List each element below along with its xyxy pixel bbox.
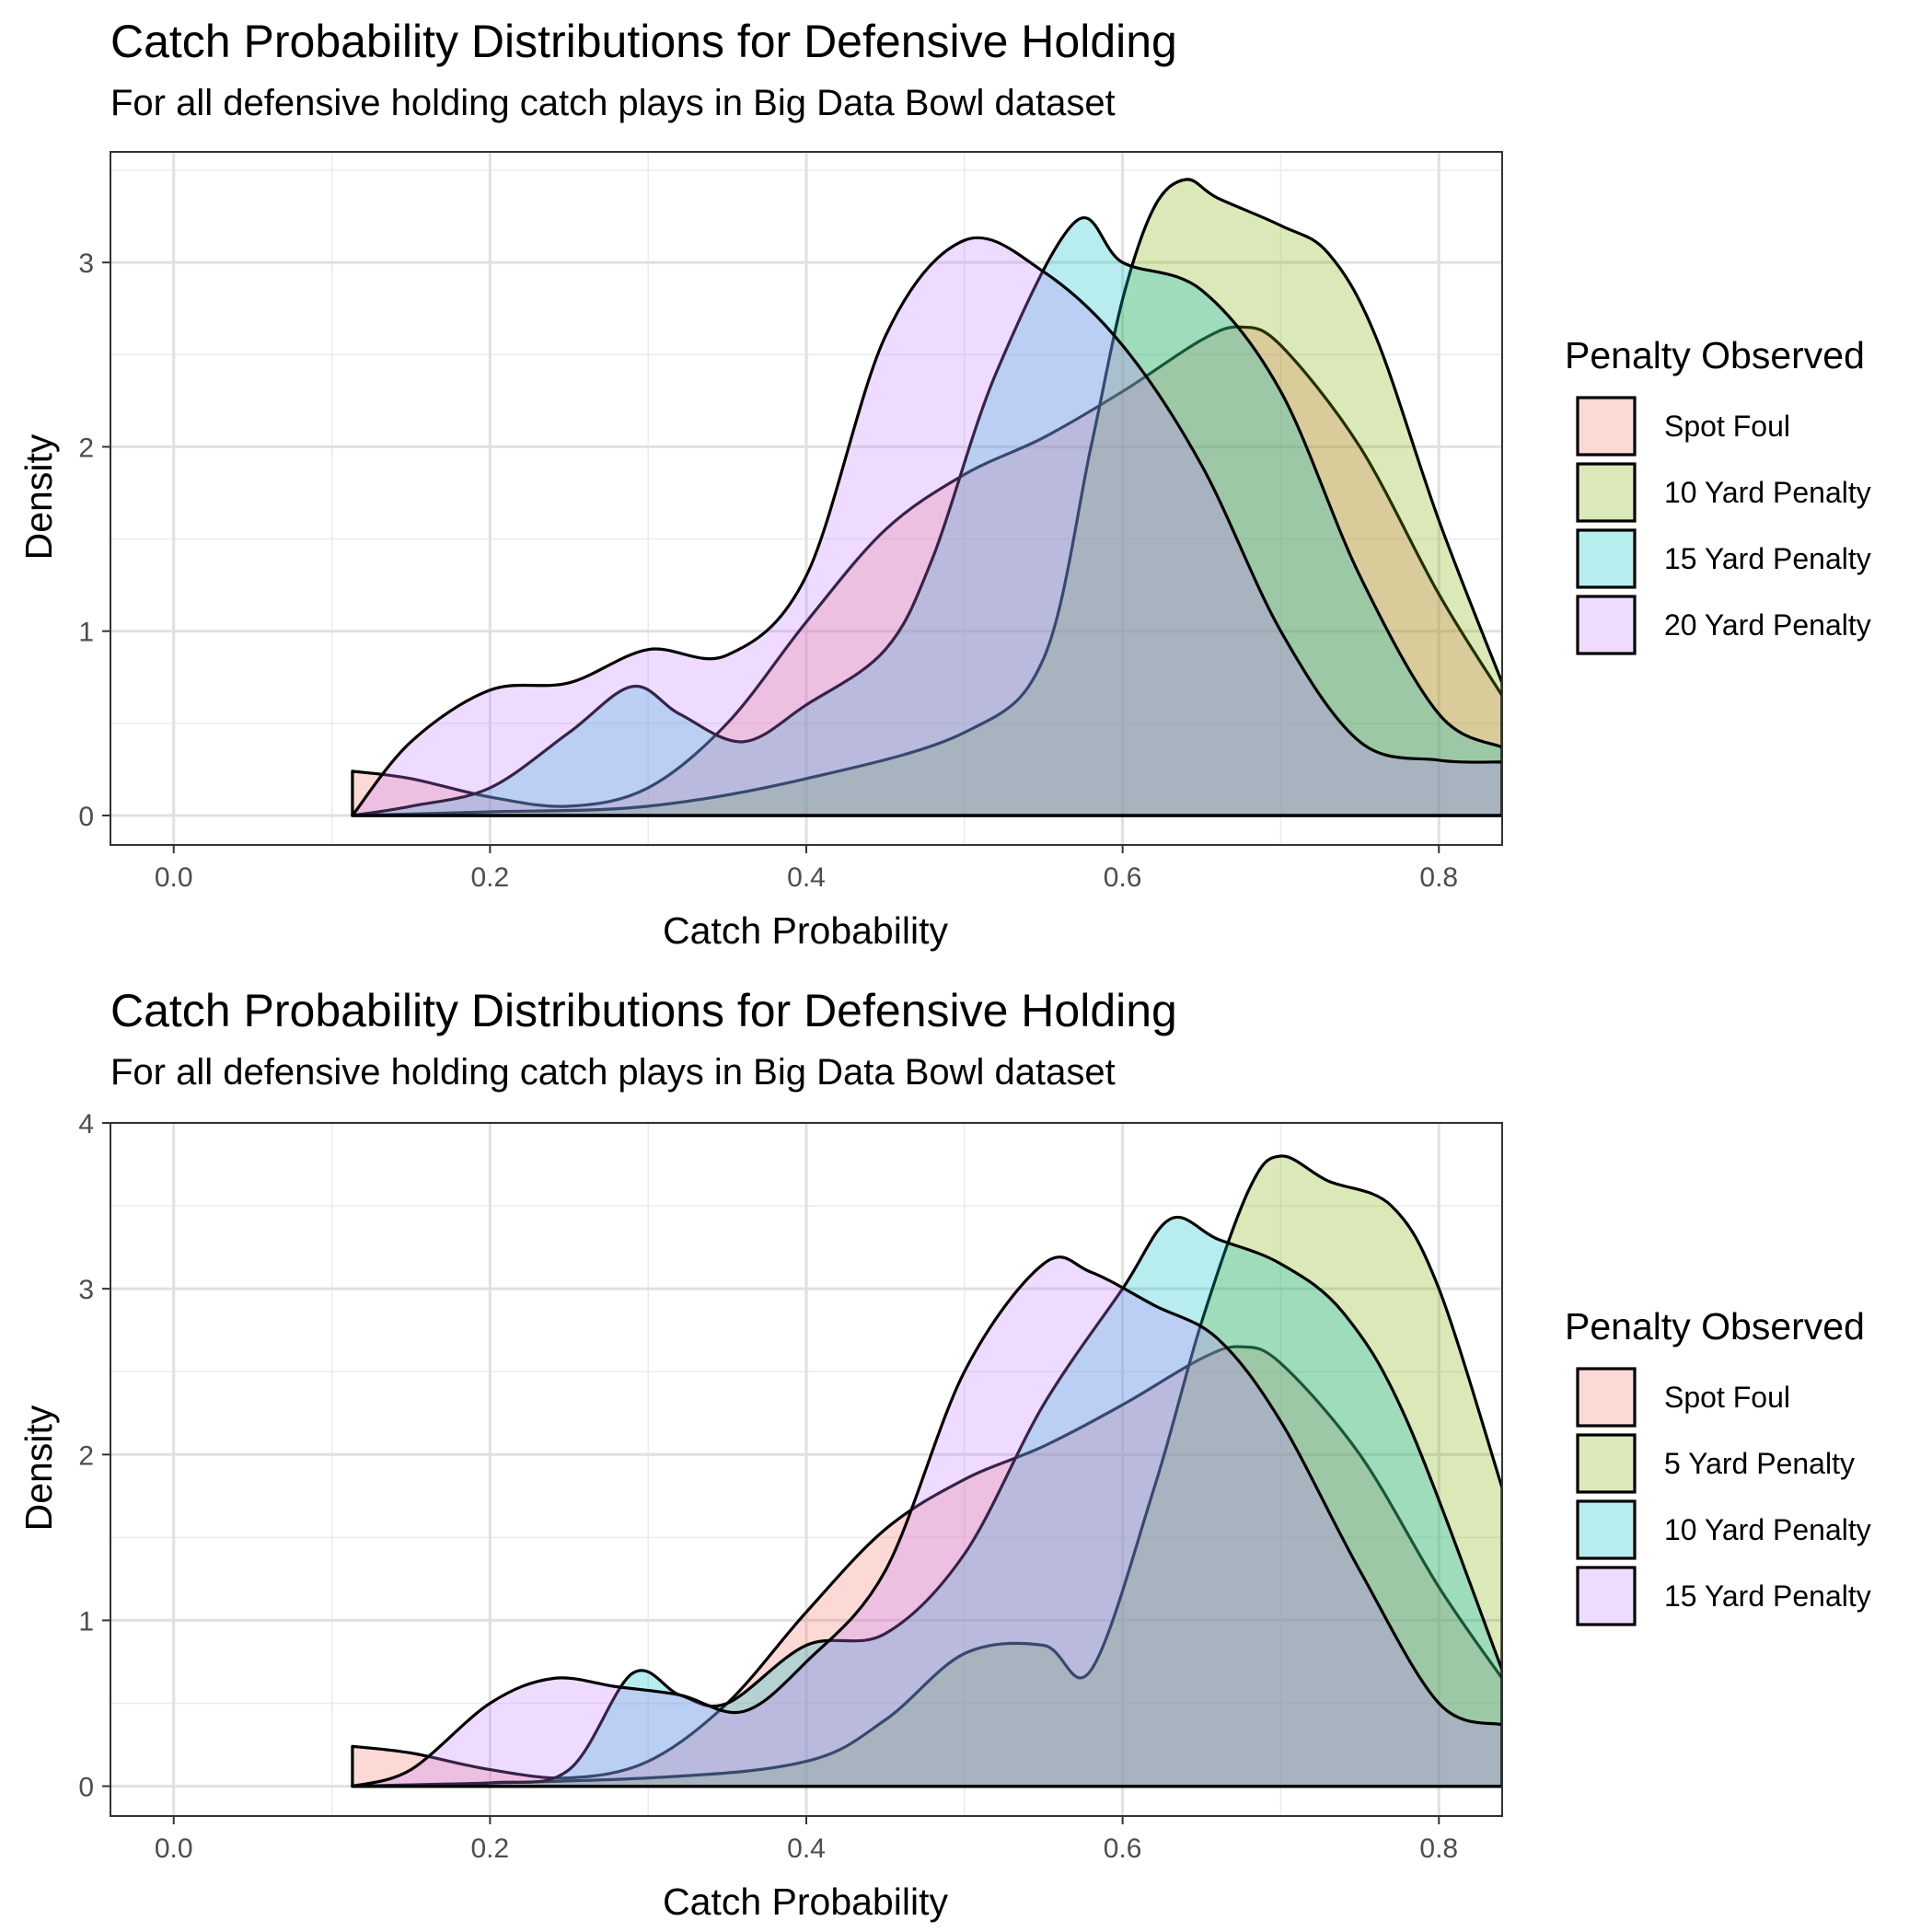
chart-title: Catch Probability Distributions for Defe… xyxy=(110,985,1177,1036)
y-axis-title: Density xyxy=(17,1405,60,1531)
legend-swatch xyxy=(1576,595,1637,655)
axes: 0.0 0.2 0.4 0.6 0.8 0 1 2 3 4 xyxy=(78,1109,1458,1864)
x-tick-label: 0.8 xyxy=(1419,1834,1458,1864)
legend-item: 10 Yard Penalty xyxy=(1576,462,1871,523)
legend-swatch xyxy=(1576,462,1637,523)
x-tick-label: 0.4 xyxy=(787,1834,826,1864)
x-tick-label: 0.2 xyxy=(471,1834,510,1864)
plot-area: 0.0 0.2 0.4 0.6 0.8 0 1 2 3 xyxy=(78,151,1503,893)
legend-item: Spot Foul xyxy=(1576,396,1790,457)
y-tick-label: 4 xyxy=(78,1109,94,1140)
legend-label: 5 Yard Penalty xyxy=(1664,1447,1855,1480)
legend-key-background xyxy=(1576,1566,1637,1626)
plot-area: 0.0 0.2 0.4 0.6 0.8 0 1 2 3 4 xyxy=(78,1109,1503,1864)
legend-item: 20 Yard Penalty xyxy=(1576,595,1871,655)
x-tick-label: 0.2 xyxy=(471,862,510,893)
chart-subtitle: For all defensive holding catch plays in… xyxy=(110,83,1116,123)
chart-panel-bottom: Catch Probability Distributions for Defe… xyxy=(17,985,1871,1923)
legend-item: 15 Yard Penalty xyxy=(1576,1566,1871,1626)
legend-label: 20 Yard Penalty xyxy=(1664,608,1871,642)
legend-title: Penalty Observed xyxy=(1565,1305,1865,1348)
density-areas xyxy=(351,178,1502,817)
legend-swatch xyxy=(1576,528,1637,589)
density-area-spot-foul xyxy=(351,1345,1502,1788)
density-areas xyxy=(351,1154,1502,1788)
y-tick-label: 1 xyxy=(78,1606,94,1637)
x-tick-label: 0.0 xyxy=(155,862,193,893)
legend-key-background xyxy=(1576,1433,1637,1494)
legend-title: Penalty Observed xyxy=(1565,334,1865,376)
y-tick-label: 1 xyxy=(78,618,94,648)
density-area-20-yard-penalty xyxy=(351,236,1502,817)
density-area-5-yard-penalty xyxy=(351,1154,1502,1788)
legend-swatch xyxy=(1576,1433,1637,1494)
x-tick-label: 0.6 xyxy=(1104,1834,1142,1864)
legend-label: 10 Yard Penalty xyxy=(1664,476,1871,509)
legend: Penalty Observed Spot Foul 5 Yard Penalty… xyxy=(1565,1305,1871,1626)
legend-item: 10 Yard Penalty xyxy=(1576,1499,1871,1560)
legend-label: 10 Yard Penalty xyxy=(1664,1513,1871,1546)
x-tick-label: 0.8 xyxy=(1419,862,1458,893)
legend-key-background xyxy=(1576,1499,1637,1560)
legend-item: Spot Foul xyxy=(1576,1367,1790,1428)
legend-key-background xyxy=(1576,528,1637,589)
y-tick-label: 0 xyxy=(78,802,94,832)
legend-key-background xyxy=(1576,595,1637,655)
x-axis-title: Catch Probability xyxy=(663,909,948,952)
chart-subtitle: For all defensive holding catch plays in… xyxy=(110,1052,1116,1093)
y-tick-label: 0 xyxy=(78,1773,94,1803)
axes: 0.0 0.2 0.4 0.6 0.8 0 1 2 3 xyxy=(78,249,1458,893)
y-tick-label: 3 xyxy=(78,249,94,279)
legend-key-background xyxy=(1576,396,1637,457)
y-tick-label: 3 xyxy=(78,1275,94,1305)
density-area-15-yard-penalty xyxy=(351,216,1502,817)
legend-swatch xyxy=(1576,1499,1637,1560)
legend: Penalty Observed Spot Foul 10 Yard Penalt… xyxy=(1565,334,1871,655)
legend-swatch xyxy=(1576,1367,1637,1428)
legend-item: 15 Yard Penalty xyxy=(1576,528,1871,589)
legend-label: Spot Foul xyxy=(1664,410,1790,443)
legend-label: 15 Yard Penalty xyxy=(1664,542,1871,575)
chart-panel-top: Catch Probability Distributions for Defe… xyxy=(17,16,1871,952)
density-area-10-yard-penalty xyxy=(351,178,1502,817)
y-tick-label: 2 xyxy=(78,1440,94,1471)
density-area-15-yard-penalty xyxy=(351,1255,1502,1788)
y-axis-title: Density xyxy=(17,434,60,560)
x-axis-title: Catch Probability xyxy=(663,1880,948,1923)
x-tick-label: 0.6 xyxy=(1104,862,1142,893)
legend-swatch xyxy=(1576,396,1637,457)
legend-key-background xyxy=(1576,1367,1637,1428)
y-tick-label: 2 xyxy=(78,433,94,463)
x-tick-label: 0.0 xyxy=(155,1834,193,1864)
chart-title: Catch Probability Distributions for Defe… xyxy=(110,16,1177,67)
legend-swatch xyxy=(1576,1566,1637,1626)
legend-item: 5 Yard Penalty xyxy=(1576,1433,1855,1494)
legend-label: 15 Yard Penalty xyxy=(1664,1579,1871,1613)
x-tick-label: 0.4 xyxy=(787,862,826,893)
density-area-10-yard-penalty xyxy=(351,1216,1502,1788)
legend-label: Spot Foul xyxy=(1664,1381,1790,1414)
legend-key-background xyxy=(1576,462,1637,523)
